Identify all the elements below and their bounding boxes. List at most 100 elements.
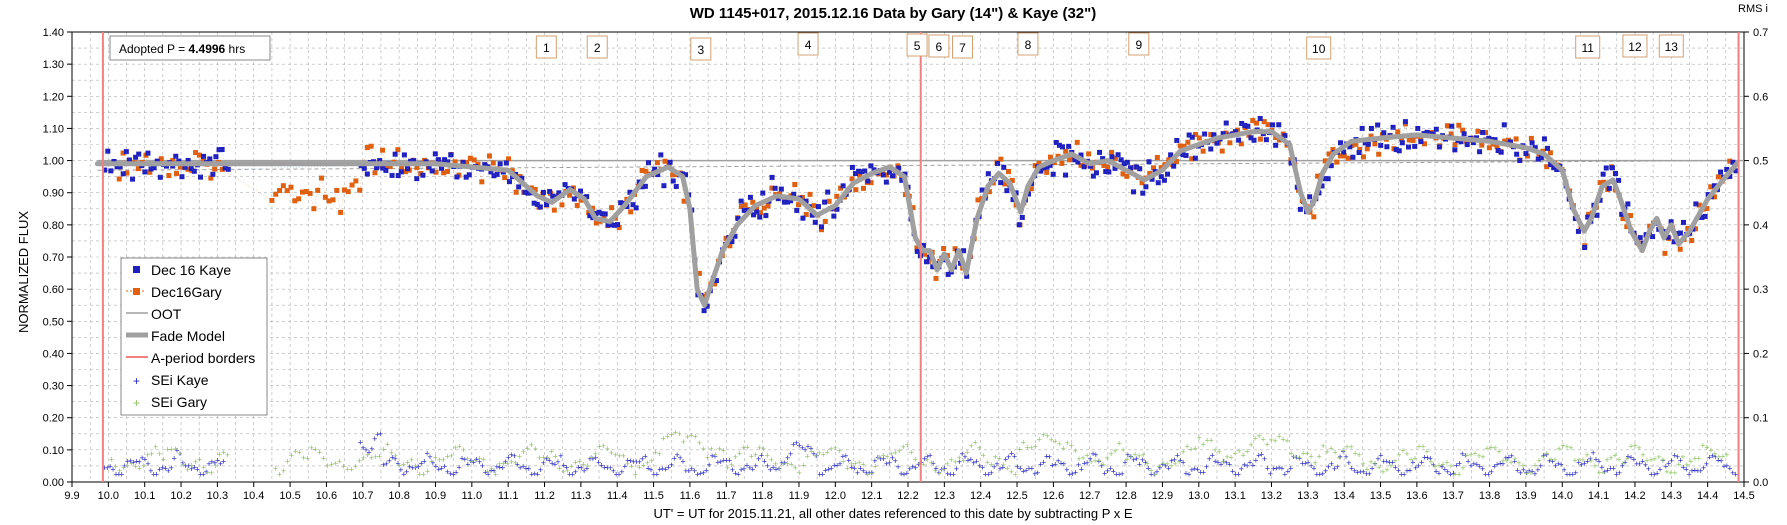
kaye-point (788, 198, 794, 204)
sei-kaye-point: + (1384, 456, 1389, 466)
right-axis-ticks: 0.0 0.1 0.2 0.3 0.4 0.5 0.6 0.7 (1744, 27, 1768, 489)
kaye-point (1711, 183, 1717, 189)
x-tick-label: 11.0 (462, 490, 483, 502)
gary-point (1063, 148, 1069, 154)
sei-kaye-point: + (358, 437, 363, 447)
sei-gary-point: + (1392, 456, 1397, 466)
kaye-point (213, 154, 219, 160)
sei-gary-point: + (317, 447, 322, 457)
sei-gary-point: + (557, 464, 562, 474)
sei-kaye-point: + (201, 469, 206, 479)
sei-gary-point: + (525, 444, 530, 454)
sei-kaye-point: + (925, 452, 930, 462)
kaye-point (392, 151, 398, 157)
sei-kaye-point: + (643, 452, 648, 462)
y-tick-label: 0.30 (43, 381, 64, 393)
sei-kaye-point: + (1716, 455, 1721, 465)
sei-gary-point: + (833, 443, 838, 453)
gary-point (941, 245, 947, 251)
sei-kaye-point: + (724, 455, 729, 465)
kaye-point (506, 179, 512, 185)
sei-gary-point: + (1296, 452, 1301, 462)
sei-kaye-point: + (477, 457, 482, 467)
event-label: 6 (928, 34, 950, 58)
sei-kaye-point: + (1588, 454, 1593, 464)
legend-label-oot: OOT (151, 306, 182, 322)
sei-gary-point: + (1508, 457, 1513, 467)
sei-gary-point: + (825, 447, 830, 457)
sei-kaye-point: + (529, 469, 534, 479)
event-label-text: 10 (1312, 42, 1326, 56)
sei-kaye-point: + (1041, 457, 1046, 467)
sei-kaye-point: + (1431, 460, 1436, 470)
gary-point (1002, 181, 1008, 187)
x-tick-label: 12.1 (861, 490, 882, 502)
kaye-point (754, 209, 760, 215)
sei-kaye-point: + (948, 469, 953, 479)
sei-kaye-point: + (384, 459, 389, 469)
sei-gary-point: + (613, 450, 618, 460)
sei-kaye-point: + (1137, 459, 1142, 469)
kaye-point (201, 153, 207, 159)
sei-gary-point: + (845, 463, 850, 473)
sei-kaye-point: + (1361, 467, 1366, 477)
sei-kaye-point: + (855, 468, 860, 478)
sei-kaye-point: + (974, 457, 979, 467)
gary-point (754, 206, 760, 212)
sei-gary-point: + (529, 440, 534, 450)
sei-kaye-point: + (113, 469, 118, 479)
x-tick-label: 13.1 (1224, 490, 1245, 502)
sei-kaye-point: + (1346, 458, 1351, 468)
sei-kaye-point: + (1500, 459, 1505, 469)
sei-kaye-point: + (773, 465, 778, 475)
event-label: 10 (1306, 36, 1332, 60)
sei-kaye-point: + (654, 469, 659, 479)
kaye-point (856, 168, 862, 174)
legend-item-fade-model: Fade Model (126, 328, 225, 344)
sei-kaye-point: + (544, 454, 549, 464)
gary-point (922, 251, 928, 257)
sei-kaye-point: + (1274, 463, 1279, 473)
sei-gary-point: + (425, 467, 430, 477)
sei-gary-point: + (661, 433, 666, 443)
sei-gary-point: + (1704, 442, 1709, 452)
sei-gary-point: + (1620, 458, 1625, 468)
sei-kaye-point: + (1372, 459, 1377, 469)
sei-gary-point: + (1089, 457, 1094, 467)
kaye-point (1124, 159, 1130, 165)
sei-kaye-point: + (180, 458, 185, 468)
sei-gary-point: + (573, 458, 578, 468)
event-label-text: 3 (697, 43, 704, 57)
gary-point (506, 156, 512, 162)
x-tick-label: 10.2 (170, 490, 191, 502)
sei-gary-point: + (1248, 440, 1253, 450)
kaye-point (1727, 173, 1733, 179)
sei-kaye-point: + (1521, 465, 1526, 475)
sei-gary-point: + (553, 451, 558, 461)
sei-kaye-point: + (1425, 453, 1430, 463)
gary-point (868, 180, 874, 186)
kaye-point (1325, 176, 1331, 182)
sei-gary-point: + (789, 459, 794, 469)
gary-point (467, 155, 473, 161)
sei-gary-point: + (493, 469, 498, 479)
sei-gary-point: + (1045, 431, 1050, 441)
sei-kaye-point: + (872, 456, 877, 466)
sei-gary-series: ++++++++++++++++++++++++++++++++++++++++… (109, 427, 1730, 479)
gary-point (799, 194, 805, 200)
sei-kaye-point: + (989, 468, 994, 478)
sei-kaye-point: + (930, 459, 935, 469)
sei-gary-point: + (837, 446, 842, 456)
sei-kaye-point: + (1076, 460, 1081, 470)
sei-gary-point: + (1460, 463, 1465, 473)
gary-point (853, 187, 859, 193)
x-tick-label: 11.1 (498, 490, 519, 502)
sei-gary-point: + (405, 458, 410, 468)
sei-kaye-point: + (637, 457, 642, 467)
svg-text:+: + (133, 396, 140, 410)
sei-gary-point: + (1121, 445, 1126, 455)
event-label-text: 8 (1025, 38, 1032, 52)
sei-kaye-point: + (1654, 468, 1659, 478)
sei-kaye-point: + (445, 467, 450, 477)
sei-kaye-point: + (1471, 459, 1476, 469)
